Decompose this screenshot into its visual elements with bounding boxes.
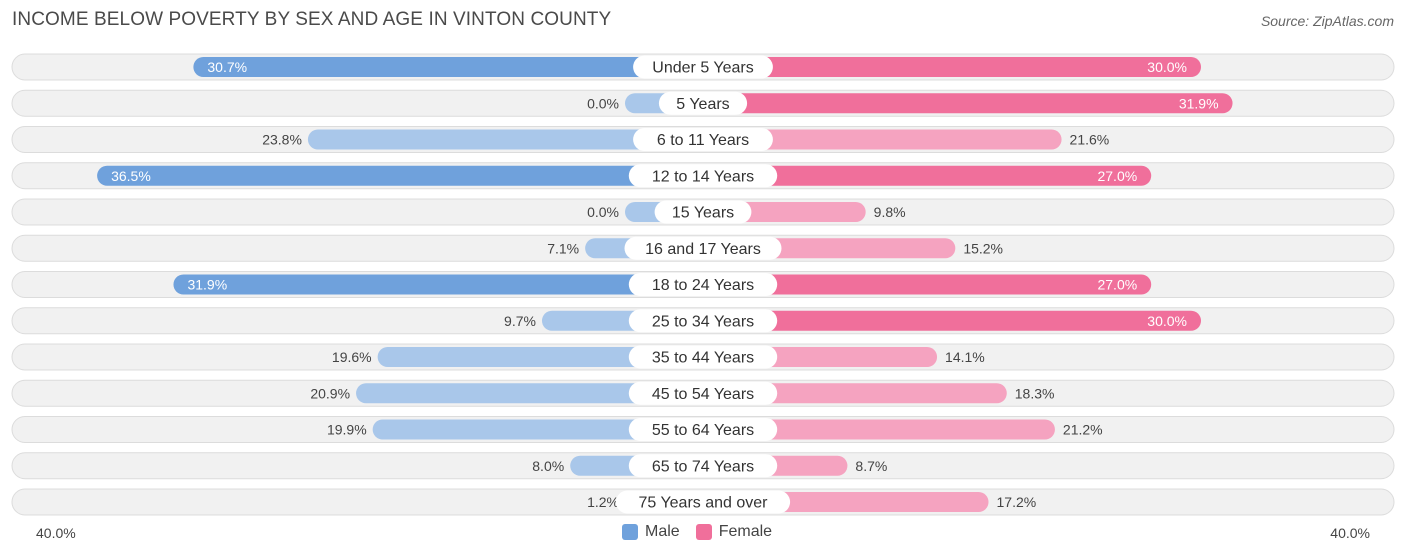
value-label-male: 23.8% [262, 132, 302, 148]
value-label-male: 8.0% [532, 458, 564, 474]
bar-female [703, 57, 1201, 77]
value-label-male: 19.6% [332, 349, 372, 365]
diverging-bar-chart: 30.7% 30.0% Under 5 Years 0.0% 31.9% 5 Years 2… [11, 53, 1395, 516]
bar-female [703, 129, 1062, 150]
category-pill [615, 490, 791, 514]
bar-male [307, 129, 703, 150]
value-label-female: 15.2% [963, 240, 1003, 256]
category-pill [654, 200, 752, 224]
category-label: 6 to 11 Years [657, 132, 749, 149]
chart-row: 7.1% 15.2% 16 and 17 Years [11, 234, 1395, 262]
value-label-female: 30.0% [1147, 313, 1187, 329]
category-label: 12 to 14 Years [652, 168, 754, 185]
category-pill [633, 55, 773, 79]
value-label-male: 0.0% [587, 95, 619, 111]
category-pill [628, 273, 778, 296]
bar-male [97, 165, 704, 186]
category-label: Under 5 Years [652, 60, 753, 77]
category-label: 16 and 17 Years [645, 241, 761, 258]
legend-item-female: Female [695, 523, 773, 541]
category-pill [624, 236, 782, 260]
chart-row: 1.2% 17.2% 75 Years and over [11, 488, 1395, 516]
bar-male [193, 57, 703, 77]
chart-row: 8.0% 8.7% 65 to 74 Years [11, 452, 1395, 480]
legend-swatch-male [622, 524, 638, 540]
category-label: 35 to 44 Years [652, 350, 754, 367]
axis-left-label: 40.0% [36, 525, 76, 541]
chart-row: 19.6% 14.1% 35 to 44 Years [11, 343, 1395, 371]
chart-row: 9.7% 30.0% 25 to 34 Years [11, 307, 1395, 335]
category-label: 25 to 34 Years [652, 313, 754, 330]
value-label-male: 20.9% [310, 385, 350, 401]
value-label-female: 30.0% [1147, 59, 1187, 75]
bar-female [703, 165, 1152, 186]
category-pill [628, 164, 778, 188]
category-label: 5 Years [676, 96, 729, 113]
bar-female [703, 310, 1201, 331]
bar-female [703, 419, 1055, 440]
source-attribution: Source: ZipAtlas.com [1260, 13, 1394, 29]
category-pill [633, 128, 773, 151]
bar-female [703, 93, 1233, 114]
value-label-female: 27.0% [1097, 168, 1137, 184]
category-pill [628, 454, 778, 478]
value-label-male: 30.7% [207, 59, 247, 75]
value-label-female: 14.1% [945, 349, 985, 365]
category-label: 55 to 64 Years [652, 422, 754, 439]
chart-row: 0.0% 31.9% 5 Years [11, 89, 1395, 117]
chart-row: 23.8% 21.6% 6 to 11 Years [11, 126, 1395, 153]
chart-title: INCOME BELOW POVERTY BY SEX AND AGE IN V… [12, 9, 612, 30]
bar-male [372, 419, 703, 440]
chart-row: 31.9% 27.0% 18 to 24 Years [11, 271, 1395, 298]
category-pill [628, 309, 778, 333]
value-label-male: 0.0% [587, 204, 619, 220]
category-label: 65 to 74 Years [652, 458, 754, 475]
category-label: 15 Years [672, 205, 734, 222]
value-label-female: 31.9% [1179, 95, 1219, 111]
category-pill [628, 381, 778, 405]
chart-row: 30.7% 30.0% Under 5 Years [11, 53, 1395, 81]
bar-male [356, 383, 703, 404]
value-label-female: 17.2% [997, 494, 1037, 510]
bar-male [377, 347, 703, 367]
legend-item-male: Male [622, 523, 680, 541]
chart-row: 19.9% 21.2% 55 to 64 Years [11, 416, 1395, 443]
legend: Male Female [622, 523, 788, 541]
value-label-male: 7.1% [547, 240, 579, 256]
value-label-female: 18.3% [1015, 385, 1055, 401]
value-label-female: 27.0% [1097, 277, 1137, 293]
value-label-male: 1.2% [587, 494, 619, 510]
bar-female [703, 274, 1152, 295]
legend-label-male: Male [645, 523, 680, 540]
bar-male [173, 274, 703, 295]
value-label-female: 21.6% [1070, 132, 1110, 148]
value-label-female: 21.2% [1063, 422, 1103, 438]
category-pill [628, 418, 778, 441]
legend-label-female: Female [718, 523, 773, 540]
category-pill [628, 345, 778, 369]
bar-female [703, 383, 1007, 404]
chart-row: 0.0% 9.8% 15 Years [11, 198, 1395, 226]
category-label: 18 to 24 Years [652, 277, 754, 294]
chart-row: 20.9% 18.3% 45 to 54 Years [11, 379, 1395, 407]
value-label-female: 9.8% [874, 204, 906, 220]
value-label-male: 19.9% [327, 422, 367, 438]
legend-swatch-female [695, 524, 712, 540]
category-label: 75 Years and over [639, 495, 769, 512]
value-label-male: 31.9% [187, 277, 227, 293]
value-label-male: 36.5% [111, 168, 151, 184]
value-label-female: 8.7% [855, 458, 887, 474]
value-label-male: 9.7% [504, 313, 536, 329]
category-label: 45 to 54 Years [652, 386, 754, 403]
chart-row: 36.5% 27.0% 12 to 14 Years [11, 162, 1395, 190]
axis-right-label: 40.0% [1330, 525, 1370, 541]
category-pill [658, 91, 748, 115]
